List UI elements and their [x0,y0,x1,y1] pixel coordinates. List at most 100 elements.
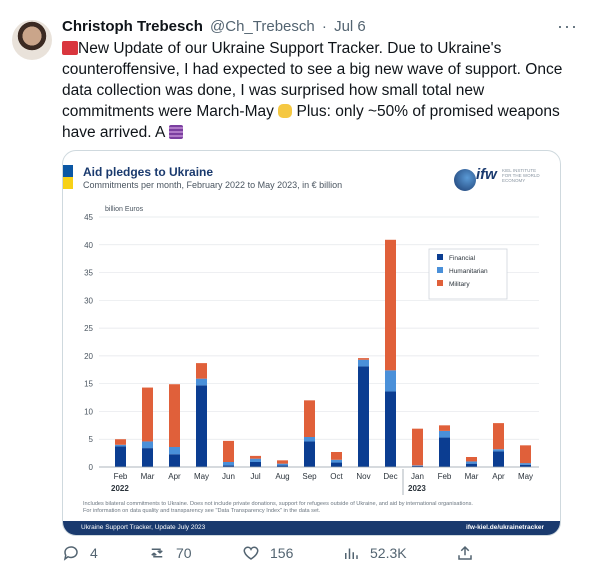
like-button[interactable]: 156 [242,544,293,562]
bar-segment-financial [520,464,531,467]
tweet-header: Christoph Trebesch @Ch_Trebesch · Jul 6 [62,18,366,35]
tweet-text: New Update of our Ukraine Support Tracke… [62,38,572,143]
bar-segment-humanitarian [520,463,531,465]
bar-segment-financial [196,385,207,467]
bar-segment-military [115,439,126,445]
y-tick-label: 0 [89,463,94,472]
thread-spool-icon [168,125,183,139]
bar-segment-humanitarian [385,370,396,392]
bar-segment-military [493,423,504,450]
bar-segment-financial [358,366,369,467]
bar-segment-humanitarian [466,461,477,464]
bar-segment-military [142,387,153,442]
bar-segment-military [196,363,207,379]
bar-segment-financial [439,437,450,467]
footnote-line-2: For information on data quality and tran… [83,508,321,514]
separator: · [321,18,327,35]
y-tick-label: 30 [84,296,93,305]
bar-segment-financial [331,462,342,467]
x-tick-label: May [194,472,209,481]
bar-segment-financial [169,454,180,467]
bar-segment-financial [250,462,261,467]
y-tick-label: 45 [84,213,93,222]
analytics-icon [345,548,358,559]
y-tick-label: 25 [84,324,93,333]
bar-segment-financial [277,465,288,467]
bar-segment-military [358,358,369,360]
author-name[interactable]: Christoph Trebesch [62,18,203,35]
bar-segment-financial [223,465,234,467]
bar-segment-military [466,457,477,462]
footer-source: Ukraine Support Tracker, Update July 202… [81,524,206,531]
bar-segment-humanitarian [439,430,450,438]
bar-segment-financial [304,441,315,467]
reply-button[interactable]: 4 [62,544,98,562]
chart-footer: Ukraine Support Tracker, Update July 202… [63,521,560,535]
logo-subtext: KIEL INSTITUTE FOR THE WORLD ECONOMY [502,168,540,183]
bar-segment-humanitarian [196,378,207,386]
share-icon [458,545,472,560]
views-button[interactable]: 52.3K [342,544,407,562]
bar-segment-military [277,460,288,464]
ifw-logo: ifw KIEL INSTITUTE FOR THE WORLD ECONOMY [452,163,540,195]
megaphone-icon [62,41,78,55]
chart-image[interactable]: Aid pledges to Ukraine Commitments per m… [62,150,561,536]
x-tick-label: Dec [383,472,397,481]
footnote-line-1: Includes bilateral commitments to Ukrain… [83,501,473,507]
legend-swatch [437,254,443,260]
avatar[interactable] [12,20,52,60]
globe-icon [454,169,476,191]
bar-segment-financial [493,451,504,467]
logo-text: ifw [476,166,497,183]
y-tick-label: 15 [84,380,93,389]
bar-segment-financial [115,446,126,467]
bar-segment-military [250,455,261,459]
legend-swatch [437,267,443,273]
year-label: 2023 [408,484,426,493]
chart-title: Aid pledges to Ukraine [83,165,214,179]
retweet-button[interactable]: 70 [148,544,192,562]
bar-segment-military [439,425,450,431]
bar-segment-humanitarian [304,437,315,442]
legend-label: Military [449,281,470,288]
bar-segment-military [304,400,315,437]
x-tick-label: May [518,472,533,481]
x-tick-label: Sep [302,472,317,481]
author-handle[interactable]: @Ch_Trebesch [210,18,315,35]
x-tick-label: Jun [222,472,235,481]
bar-segment-financial [466,463,477,467]
retweet-icon [151,548,163,558]
bar-segment-humanitarian [223,462,234,466]
x-tick-label: Apr [492,472,505,481]
bar-segment-financial [412,465,423,467]
chart-subtitle: Commitments per month, February 2022 to … [83,180,343,190]
bar-segment-humanitarian [169,447,180,455]
bar-segment-financial [142,448,153,467]
bar-segment-military [223,440,234,462]
bar-segment-humanitarian [250,458,261,462]
ukraine-flag-icon [63,165,73,189]
legend-swatch [437,280,443,286]
share-button[interactable] [456,544,484,562]
x-tick-label: Feb [438,472,452,481]
heart-icon [243,546,259,560]
bar-segment-military [412,428,423,466]
x-tick-label: Apr [168,472,181,481]
x-tick-label: Mar [465,472,479,481]
bar-segment-humanitarian [277,463,288,466]
tweet-date[interactable]: Jul 6 [334,18,366,35]
bar-segment-humanitarian [331,459,342,463]
bar-segment-military [385,239,396,371]
tweet-actions: 4 70 156 52.3K [62,544,562,568]
x-tick-label: Jan [411,472,424,481]
y-tick-label: 5 [89,435,94,444]
y-tick-label: 40 [84,241,93,250]
bar-segment-financial [385,391,396,467]
bar-segment-humanitarian [358,359,369,367]
bar-segment-military [331,452,342,460]
x-tick-label: Mar [141,472,155,481]
more-options-icon[interactable]: ··· [557,16,578,36]
bar-chart: billion Euros 0 5 10 15 20 25 30 35 40 45 Feb Mar Apr… [84,206,539,495]
bar-segment-humanitarian [115,444,126,447]
